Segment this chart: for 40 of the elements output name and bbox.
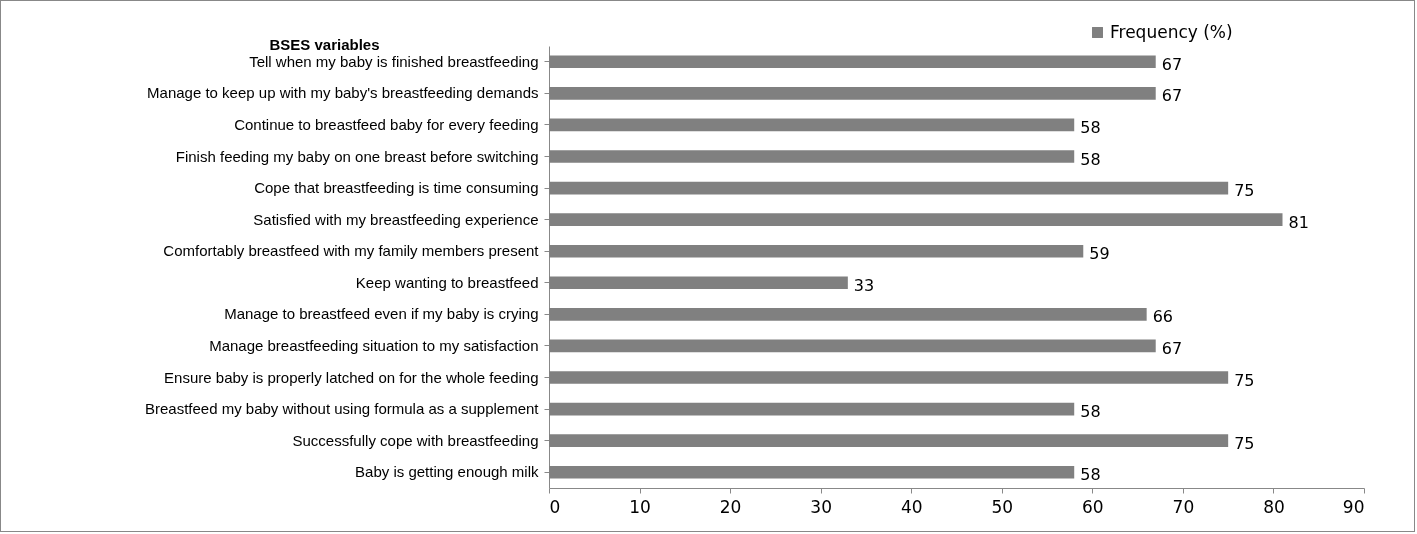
data-label: 66 bbox=[1152, 307, 1174, 327]
x-tick-label: 40 bbox=[900, 496, 923, 517]
y-tick-label: Satisfied with my breastfeeding experience bbox=[253, 210, 539, 228]
x-tick-label: 80 bbox=[1263, 496, 1285, 517]
x-tick-label: 90 bbox=[1342, 496, 1365, 517]
data-label: 58 bbox=[1080, 465, 1101, 485]
y-tick-label: Manage breastfeeding situation to my satisfaction bbox=[209, 336, 539, 354]
data-label: 67 bbox=[1161, 338, 1183, 358]
y-axis-title: BSES variables bbox=[269, 35, 380, 53]
x-tick-label: 60 bbox=[1082, 496, 1104, 517]
x-tick-label: 0 bbox=[549, 496, 561, 517]
data-label: 75 bbox=[1234, 433, 1255, 453]
y-tick-label: Comfortably breastfeed with my family members present bbox=[163, 242, 540, 260]
y-tick-label: Finish feeding my baby on one breast before switching bbox=[175, 147, 539, 165]
data-label: 33 bbox=[853, 275, 875, 295]
data-label: 58 bbox=[1080, 402, 1101, 422]
x-tick-label: 10 bbox=[629, 496, 651, 517]
data-label: 67 bbox=[1161, 86, 1183, 106]
legend-label: Frequency (%) bbox=[1110, 21, 1233, 42]
y-tick-label: Cope that breastfeeding is time consuming bbox=[254, 179, 539, 197]
y-tick-label: Continue to breastfeed baby for every feeding bbox=[234, 115, 539, 133]
data-label: 81 bbox=[1288, 212, 1309, 232]
data-label: 58 bbox=[1080, 117, 1101, 137]
y-tick-label: Breastfeed my baby without using formula as a supplement bbox=[144, 400, 540, 418]
y-tick-label: Tell when my baby is finished breastfeeding bbox=[249, 52, 539, 70]
data-label: 58 bbox=[1080, 149, 1101, 169]
data-label: 67 bbox=[1161, 54, 1183, 74]
x-tick-label: 70 bbox=[1172, 496, 1195, 517]
y-tick-label: Manage to keep up with my baby's breastfeeding demands bbox=[147, 84, 539, 102]
y-tick-label: Manage to breastfeed even if my baby is crying bbox=[224, 305, 539, 323]
x-tick-label: 20 bbox=[719, 496, 742, 517]
y-tick-label: Successfully cope with breastfeeding bbox=[292, 431, 539, 449]
data-label: 59 bbox=[1089, 244, 1110, 264]
y-tick-label: Ensure baby is properly latched on for the whole feeding bbox=[164, 368, 539, 386]
y-tick-label: Keep wanting to breastfeed bbox=[355, 273, 539, 291]
x-tick-label: 30 bbox=[810, 496, 832, 517]
data-label: 75 bbox=[1234, 370, 1255, 390]
data-label: 75 bbox=[1234, 181, 1255, 201]
x-tick-label: 50 bbox=[991, 496, 1014, 517]
y-tick-label: Baby is getting enough milk bbox=[355, 463, 539, 481]
